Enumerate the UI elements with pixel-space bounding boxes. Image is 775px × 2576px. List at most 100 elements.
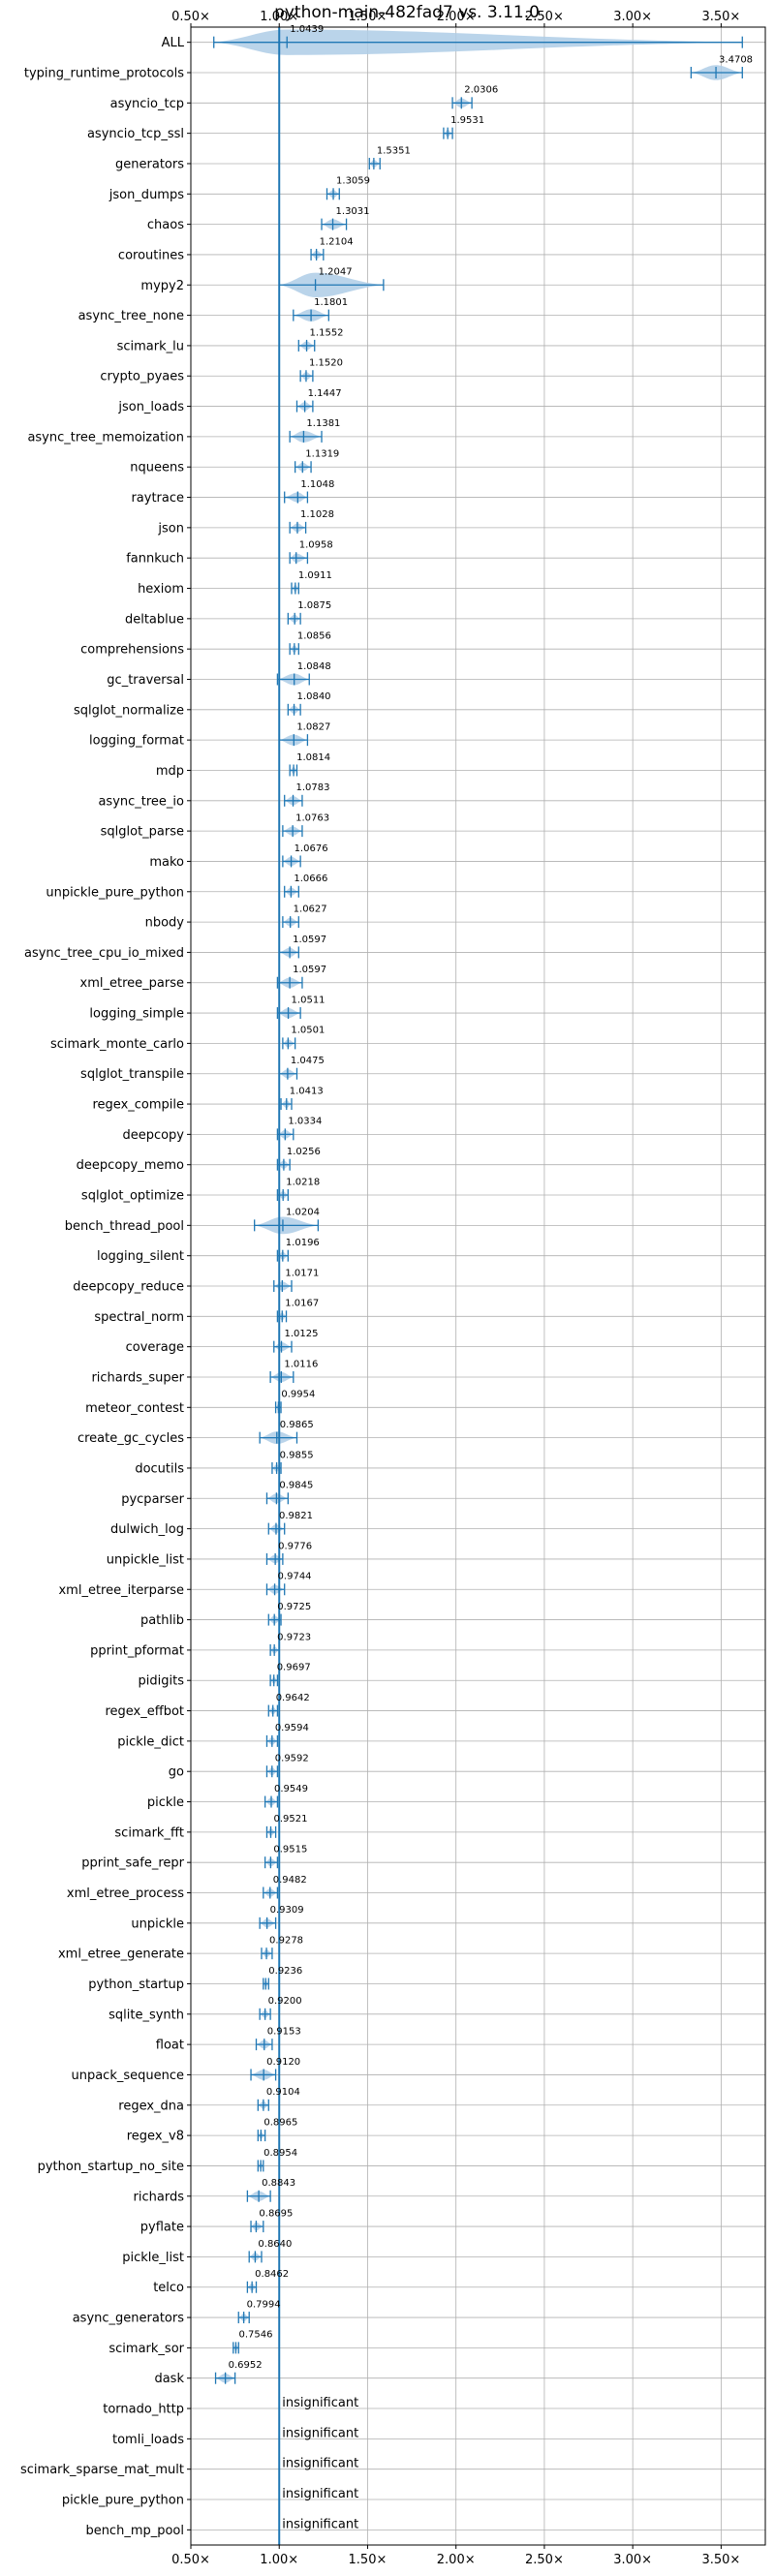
value-label: 1.1520 <box>309 358 343 369</box>
benchmark-label: regex_effbot <box>105 1704 184 1719</box>
value-label: 1.0827 <box>296 721 330 732</box>
insignificant-label: insignificant <box>282 2457 358 2471</box>
benchmark-label: deepcopy_reduce <box>73 1280 184 1295</box>
benchmark-label: go <box>169 1765 184 1780</box>
benchmark-label: nqueens <box>130 461 184 475</box>
value-label: 1.0875 <box>297 600 331 611</box>
benchmark-label: gc_traversal <box>107 673 184 688</box>
benchmark-label: async_tree_none <box>78 309 184 323</box>
grid-layer <box>190 27 765 2545</box>
benchmark-label: asyncio_tcp_ssl <box>87 127 184 141</box>
benchmark-label: regex_dna <box>118 2099 184 2113</box>
benchmark-label: pprint_pformat <box>90 1643 184 1658</box>
value-label: 1.0204 <box>286 1208 320 1218</box>
value-label: 2.0306 <box>464 85 498 96</box>
value-label: 1.0911 <box>298 570 332 581</box>
x-tick-label-bottom: 0.50× <box>171 2553 210 2567</box>
x-tick-label-bottom: 3.50× <box>701 2553 740 2567</box>
value-label: 0.8843 <box>262 2178 295 2189</box>
benchmark-label: json <box>157 521 184 536</box>
value-label: 0.9725 <box>277 1602 311 1612</box>
benchmark-label: deltablue <box>125 612 184 627</box>
value-label: 1.3031 <box>336 206 370 217</box>
value-label: 0.9744 <box>278 1572 312 1582</box>
benchmark-label: create_gc_cycles <box>78 1431 184 1446</box>
value-label: 1.1028 <box>300 509 334 520</box>
marks-layer <box>213 36 743 2384</box>
value-label: 1.0334 <box>288 1117 322 1127</box>
benchmark-label: asyncio_tcp <box>110 97 184 111</box>
benchmark-label: unpickle_list <box>107 1552 184 1567</box>
value-label: 1.0676 <box>294 843 328 854</box>
value-label: 0.9723 <box>277 1632 311 1642</box>
benchmark-label: bench_thread_pool <box>65 1219 184 1234</box>
value-label: 1.0218 <box>286 1177 320 1187</box>
benchmark-label: pycparser <box>121 1492 184 1507</box>
benchmark-label: sqlglot_optimize <box>81 1189 184 1204</box>
benchmark-label: xml_etree_generate <box>58 1947 184 1962</box>
value-label: 0.9855 <box>280 1450 314 1460</box>
benchmark-label: python_startup_no_site <box>38 2160 184 2174</box>
value-label: 1.0116 <box>284 1359 318 1369</box>
benchmark-label: dulwich_log <box>110 1522 184 1537</box>
benchmark-label: richards_super <box>91 1370 184 1385</box>
value-label: 0.9236 <box>268 1966 302 1977</box>
benchmark-label: tomli_loads <box>112 2433 184 2447</box>
value-label: 1.0848 <box>297 661 331 672</box>
benchmark-label: telco <box>153 2281 184 2295</box>
x-tick-label-top: 2.00× <box>437 10 476 24</box>
benchmark-label: regex_compile <box>92 1098 184 1113</box>
value-label: 1.0511 <box>292 995 326 1005</box>
value-label: 1.0256 <box>287 1147 321 1157</box>
benchmark-label: raytrace <box>131 491 184 506</box>
value-label: 0.9592 <box>275 1754 309 1764</box>
value-label: 0.9120 <box>266 2057 300 2068</box>
benchmark-label: async_tree_memoization <box>27 430 184 445</box>
value-label: 1.3059 <box>336 176 370 187</box>
value-label: 0.9521 <box>273 1814 307 1825</box>
x-tick-label-top: 0.50× <box>171 10 210 24</box>
x-tick-label-top: 3.00× <box>613 10 652 24</box>
benchmark-label: crypto_pyaes <box>100 370 184 384</box>
benchmark-label: fannkuch <box>126 552 184 567</box>
benchmark-label: sqlglot_normalize <box>74 703 184 718</box>
benchmark-label: spectral_norm <box>94 1310 184 1325</box>
value-label: 1.0840 <box>297 691 331 702</box>
benchmark-label: python_startup <box>88 1978 184 1992</box>
benchmark-label: scimark_fft <box>114 1825 184 1840</box>
x-axis-top: 0.50× 1.00× 1.50× 2.00× 2.50× 3.00× 3.50× <box>171 10 740 27</box>
insignificant-label: insignificant <box>282 2517 358 2531</box>
benchmark-label: async_tree_io <box>98 794 184 809</box>
value-label: 1.1319 <box>305 449 339 460</box>
x-tick-label-bottom: 3.00× <box>613 2553 652 2567</box>
benchmark-label: pickle_dict <box>117 1734 184 1749</box>
benchmark-label: xml_etree_process <box>67 1886 184 1901</box>
benchmark-label: sqlglot_transpile <box>80 1067 184 1082</box>
benchmark-label: mypy2 <box>140 279 184 293</box>
benchmark-label: bench_mp_pool <box>85 2524 184 2538</box>
value-label: 1.0627 <box>294 904 327 914</box>
benchmark-label: json_loads <box>117 400 184 414</box>
x-tick-label-bottom: 2.00× <box>437 2553 476 2567</box>
value-label: 0.8640 <box>258 2239 292 2250</box>
value-label: 1.0814 <box>296 752 330 763</box>
benchmark-label: unpickle <box>131 1917 184 1931</box>
value-label: 1.0171 <box>285 1268 319 1278</box>
benchmark-label: pyflate <box>140 2221 184 2235</box>
benchmark-label: typing_runtime_protocols <box>24 66 184 80</box>
benchmark-label: deepcopy <box>122 1128 184 1143</box>
plot-frame <box>190 26 766 2546</box>
benchmark-label: logging_simple <box>89 1007 184 1022</box>
benchmark-label: generators <box>115 157 184 171</box>
benchmark-label: richards <box>134 2190 185 2204</box>
benchmark-label: json_dumps <box>108 188 184 202</box>
value-label: 1.2047 <box>319 267 353 278</box>
benchmark-label: xml_etree_parse <box>80 976 184 991</box>
value-label: 0.9865 <box>280 1420 314 1430</box>
value-label: 0.7994 <box>247 2299 281 2310</box>
value-label: 1.9531 <box>450 115 484 126</box>
benchmark-label: dask <box>154 2372 184 2386</box>
x-tick-label-bottom: 2.50× <box>525 2553 564 2567</box>
benchmark-label: pickle <box>147 1795 184 1810</box>
x-tick-label-bottom: 1.50× <box>349 2553 388 2567</box>
